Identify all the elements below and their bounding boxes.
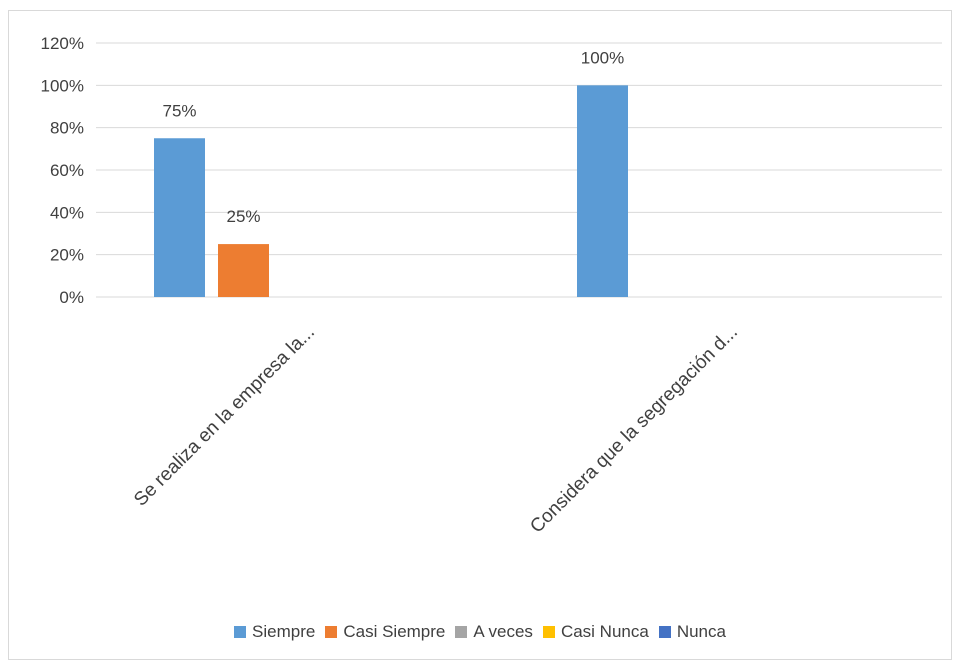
- legend-label: Nunca: [676, 622, 726, 641]
- data-label: 75%: [162, 101, 196, 120]
- legend-swatch: [658, 626, 671, 638]
- legend-label: Casi Siempre: [343, 622, 446, 641]
- y-tick-label: 20%: [50, 246, 84, 265]
- legend-label: Casi Nunca: [560, 622, 649, 641]
- y-axis-ticks: 0% 20% 40% 60% 80% 100% 120%: [41, 34, 84, 307]
- legend-label: Siempre: [252, 622, 316, 641]
- y-tick-label: 0%: [59, 288, 84, 307]
- category-label: Se realiza en la empresa la...: [130, 322, 319, 511]
- data-label: 100%: [581, 48, 624, 67]
- legend-item: Casi Nunca: [542, 622, 649, 642]
- y-tick-label: 80%: [50, 119, 84, 138]
- legend: Siempre Casi Siempre A veces Casi Nunca Nunc…: [0, 620, 960, 644]
- legend-swatch: [234, 626, 247, 638]
- legend-swatch: [542, 626, 555, 638]
- legend-swatch: [325, 626, 338, 638]
- legend-item: Siempre: [234, 622, 315, 642]
- y-tick-label: 100%: [41, 76, 84, 95]
- data-labels: 75% 25% 100%: [162, 48, 624, 226]
- legend-swatch: [455, 626, 468, 638]
- legend-item: A veces: [455, 622, 533, 642]
- y-tick-label: 60%: [50, 161, 84, 180]
- category-label: Considera que la segregación d...: [526, 322, 742, 538]
- bar-casi-siempre: [218, 244, 269, 297]
- data-label: 25%: [226, 207, 260, 226]
- category-labels: Se realiza en la empresa la... Considera …: [130, 322, 742, 538]
- y-tick-label: 40%: [50, 203, 84, 222]
- legend-item: Nunca: [658, 622, 726, 642]
- bar-siempre: [577, 85, 628, 297]
- bar-siempre: [154, 138, 205, 297]
- legend-label: A veces: [473, 622, 533, 641]
- legend-item: Casi Siempre: [325, 622, 445, 642]
- y-tick-label: 120%: [41, 34, 84, 53]
- chart-area: [8, 10, 952, 660]
- bars: [154, 85, 628, 297]
